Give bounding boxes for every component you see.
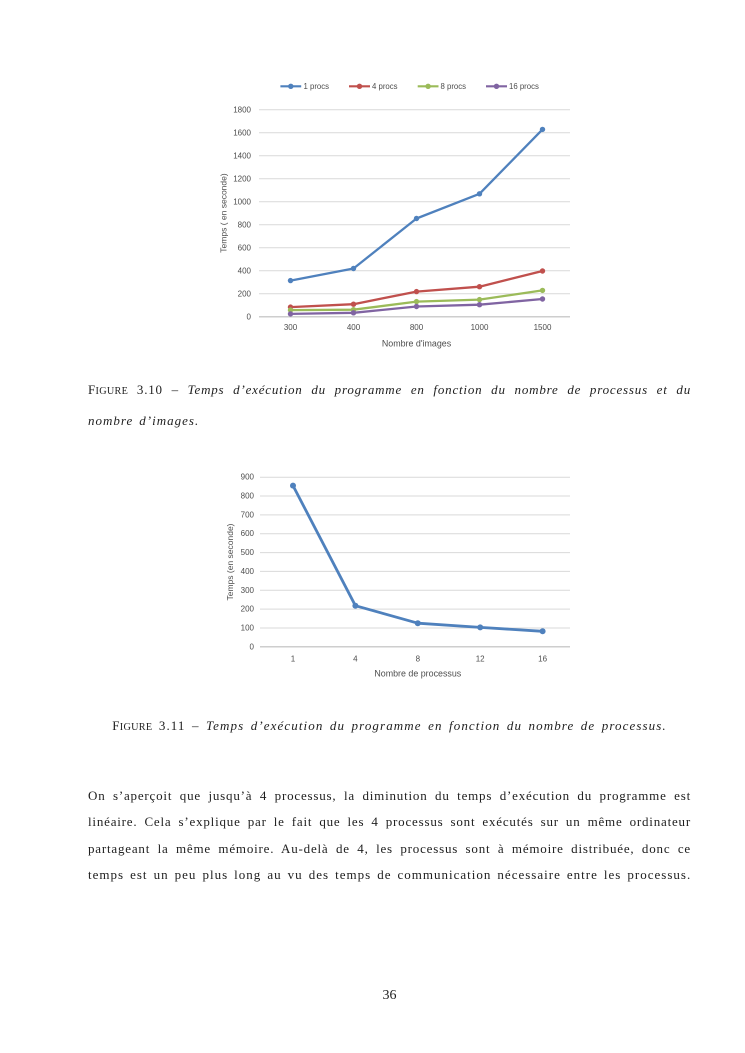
svg-text:200: 200 [241, 605, 255, 614]
svg-text:0: 0 [250, 642, 255, 651]
svg-text:1 procs: 1 procs [304, 82, 330, 91]
svg-text:16: 16 [538, 655, 547, 664]
svg-text:0: 0 [247, 312, 252, 321]
svg-text:400: 400 [347, 323, 361, 332]
svg-text:100: 100 [241, 624, 255, 633]
svg-text:400: 400 [241, 567, 255, 576]
svg-text:800: 800 [241, 492, 255, 501]
svg-text:Nombre de processus: Nombre de processus [374, 669, 461, 679]
svg-text:4: 4 [353, 655, 358, 664]
svg-text:1200: 1200 [233, 174, 251, 183]
svg-text:1600: 1600 [233, 128, 251, 137]
svg-text:800: 800 [410, 323, 424, 332]
svg-text:16 procs: 16 procs [509, 82, 539, 91]
svg-text:12: 12 [476, 655, 485, 664]
svg-text:Temps ( en seconde): Temps ( en seconde) [219, 173, 229, 253]
svg-text:4 procs: 4 procs [372, 82, 398, 91]
svg-text:Nombre d'images: Nombre d'images [382, 339, 452, 349]
svg-text:1800: 1800 [233, 105, 251, 114]
svg-text:1000: 1000 [471, 323, 489, 332]
svg-text:400: 400 [238, 266, 252, 275]
svg-text:500: 500 [241, 548, 255, 557]
svg-text:1: 1 [291, 655, 296, 664]
svg-text:300: 300 [241, 586, 255, 595]
svg-text:300: 300 [284, 323, 298, 332]
svg-text:700: 700 [241, 510, 255, 519]
svg-text:8: 8 [416, 655, 421, 664]
svg-text:600: 600 [241, 529, 255, 538]
svg-text:600: 600 [238, 243, 252, 252]
svg-text:200: 200 [238, 289, 252, 298]
svg-text:800: 800 [238, 220, 252, 229]
svg-text:8 procs: 8 procs [441, 82, 467, 91]
svg-text:1000: 1000 [233, 197, 251, 206]
svg-text:1400: 1400 [233, 151, 251, 160]
svg-text:900: 900 [241, 473, 255, 482]
svg-text:Temps (en seconde): Temps (en seconde) [225, 523, 235, 600]
svg-text:1500: 1500 [534, 323, 552, 332]
